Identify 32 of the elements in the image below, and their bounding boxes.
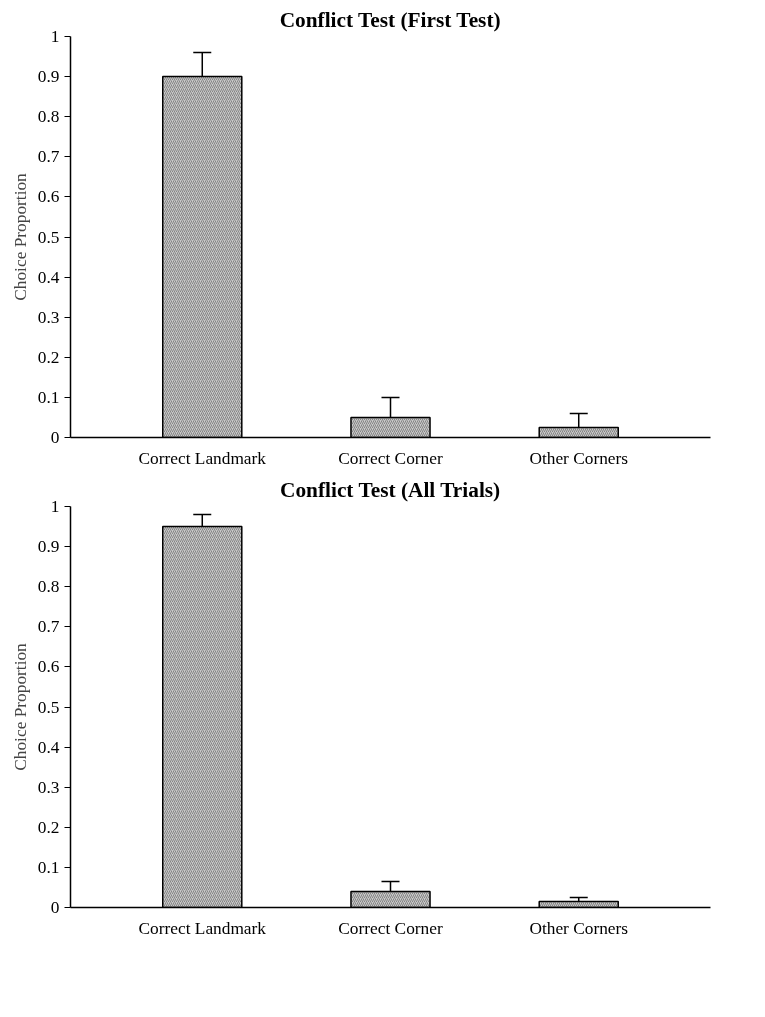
y-tick-label: 0.1 bbox=[37, 387, 60, 407]
y-tick-label: 0.7 bbox=[37, 147, 60, 167]
y-tick-label: 0.2 bbox=[37, 817, 60, 837]
chart-title: Conflict Test (First Test) bbox=[279, 7, 501, 32]
y-tick-label: 0.4 bbox=[37, 737, 60, 757]
y-tick-label: 0.6 bbox=[37, 657, 60, 677]
y-tick-label: 1 bbox=[50, 497, 60, 516]
x-tick-label: Correct Corner bbox=[338, 918, 443, 938]
y-axis-title: Choice Proportion bbox=[10, 172, 30, 301]
x-tick-label: Other Corners bbox=[529, 918, 629, 938]
y-tick-label: 0.5 bbox=[37, 227, 60, 247]
y-tick-label: 0 bbox=[50, 898, 60, 917]
x-tick-label: Correct Landmark bbox=[138, 448, 267, 468]
y-tick-label: 0.9 bbox=[37, 537, 60, 557]
y-tick-label: 0.9 bbox=[37, 67, 60, 87]
x-tick-label: Correct Landmark bbox=[138, 918, 267, 938]
y-tick-label: 0.6 bbox=[37, 187, 60, 207]
x-tick-label: Correct Corner bbox=[338, 448, 443, 468]
y-tick-label: 0.1 bbox=[37, 857, 60, 877]
y-tick-label: 0.3 bbox=[37, 307, 60, 327]
y-tick-label: 1 bbox=[50, 27, 60, 46]
chart-title: Conflict Test (All Trials) bbox=[280, 477, 501, 502]
y-tick-label: 0.3 bbox=[37, 777, 60, 797]
y-tick-label: 0.4 bbox=[37, 267, 60, 287]
y-tick-label: 0.7 bbox=[37, 617, 60, 637]
y-tick-label: 0.5 bbox=[37, 697, 60, 717]
y-axis-title: Choice Proportion bbox=[10, 642, 30, 771]
y-tick-label: 0.8 bbox=[37, 107, 60, 127]
y-tick-label: 0.8 bbox=[37, 577, 60, 597]
x-tick-label: Other Corners bbox=[529, 448, 629, 468]
y-tick-label: 0 bbox=[50, 428, 60, 447]
y-tick-label: 0.2 bbox=[37, 347, 60, 367]
